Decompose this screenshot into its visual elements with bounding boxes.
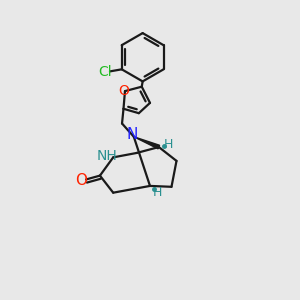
Polygon shape — [134, 137, 160, 149]
Text: Cl: Cl — [99, 65, 112, 79]
Text: O: O — [119, 84, 130, 98]
Text: N: N — [127, 127, 138, 142]
Text: NH: NH — [96, 149, 117, 163]
Text: O: O — [75, 173, 87, 188]
Text: H: H — [153, 186, 162, 199]
Text: H: H — [164, 138, 173, 151]
